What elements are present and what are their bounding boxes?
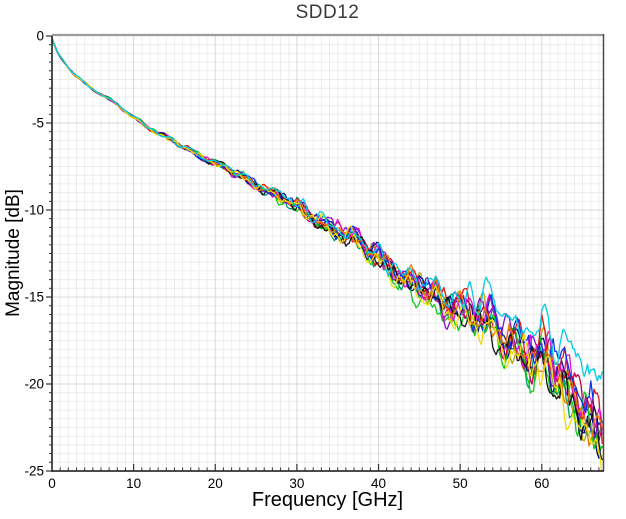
y-tick-label: 0 [36, 29, 44, 44]
y-tick-label: -25 [24, 464, 44, 479]
x-tick-label: 0 [48, 476, 56, 491]
trace-group [52, 37, 603, 471]
x-tick-label: 60 [534, 476, 549, 491]
x-tick-label: 10 [126, 476, 141, 491]
y-tick-label: -5 [32, 116, 44, 131]
trace-cyan [52, 37, 603, 382]
x-axis-title: Frequency [GHz] [251, 489, 404, 511]
chart-title: SDD12 [295, 2, 360, 23]
x-tick-label: 50 [453, 476, 468, 491]
x-tick-label: 40 [371, 476, 386, 491]
y-tick-label: -10 [24, 203, 44, 218]
x-tick-label: 30 [289, 476, 304, 491]
x-tick-label: 20 [208, 476, 223, 491]
y-tick-label: -20 [24, 377, 44, 392]
trace-orange [52, 37, 603, 447]
y-tick-label: -15 [24, 290, 44, 305]
